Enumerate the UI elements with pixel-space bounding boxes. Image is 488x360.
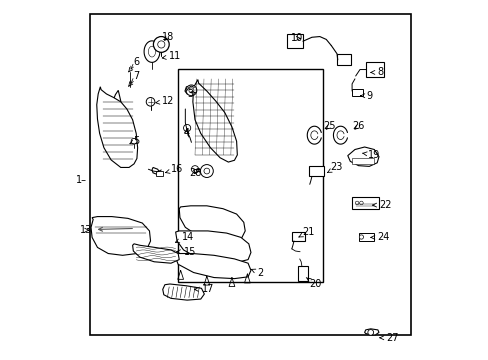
Bar [351,89,362,96]
Circle shape [367,329,373,335]
Bar [291,232,305,241]
Text: 5: 5 [130,136,139,145]
Text: 11: 11 [162,51,181,61]
Bar [336,54,350,65]
Bar [351,197,378,209]
Text: 19: 19 [362,150,380,160]
Text: 13: 13 [80,225,92,235]
Circle shape [188,88,194,93]
Text: 24: 24 [370,232,389,242]
Bar [351,158,373,164]
Polygon shape [148,46,155,57]
Circle shape [146,98,155,106]
Circle shape [191,166,198,173]
Polygon shape [163,284,204,300]
Text: 12: 12 [156,96,174,106]
Polygon shape [91,217,150,255]
Text: 27: 27 [379,333,398,343]
Circle shape [158,41,164,48]
Text: 28: 28 [188,168,201,178]
Text: 21: 21 [298,227,314,237]
Text: 10: 10 [290,33,303,43]
Polygon shape [347,147,378,166]
Text: 18: 18 [162,32,174,41]
Text: 20: 20 [305,278,321,289]
Polygon shape [174,253,250,279]
Text: 16: 16 [165,164,183,174]
Text: 8: 8 [370,67,383,77]
Polygon shape [110,90,122,127]
Text: 4: 4 [183,129,189,138]
Bar [359,233,373,241]
Polygon shape [364,329,378,335]
Text: 14: 14 [175,232,194,243]
Circle shape [131,138,137,144]
Text: 9: 9 [360,91,372,101]
Circle shape [203,168,209,174]
Text: 23: 23 [327,162,342,172]
Text: 15: 15 [176,247,196,257]
Text: 3: 3 [187,89,196,99]
Text: 26: 26 [351,121,364,131]
Text: 2: 2 [251,268,263,278]
Bar [178,69,323,282]
Polygon shape [144,41,160,62]
Polygon shape [132,244,179,263]
Circle shape [185,85,196,96]
Text: 22: 22 [372,200,391,210]
Circle shape [355,201,358,205]
Bar [89,14,410,335]
Bar [308,166,324,176]
Text: 17: 17 [194,284,213,294]
Bar [155,171,163,176]
Text: 25: 25 [323,121,335,131]
Polygon shape [97,87,137,167]
Circle shape [359,235,363,239]
Circle shape [153,37,169,52]
Text: 6: 6 [128,57,139,72]
Circle shape [183,125,190,132]
Polygon shape [192,80,237,162]
Bar [366,62,384,77]
Text: 7: 7 [128,71,139,86]
Bar [286,35,303,48]
Polygon shape [184,86,195,95]
Text: 1–: 1– [76,175,87,185]
Bar [298,266,308,281]
Circle shape [359,201,363,205]
Polygon shape [179,206,244,240]
Polygon shape [152,167,159,175]
Polygon shape [175,231,250,262]
Circle shape [200,165,213,177]
